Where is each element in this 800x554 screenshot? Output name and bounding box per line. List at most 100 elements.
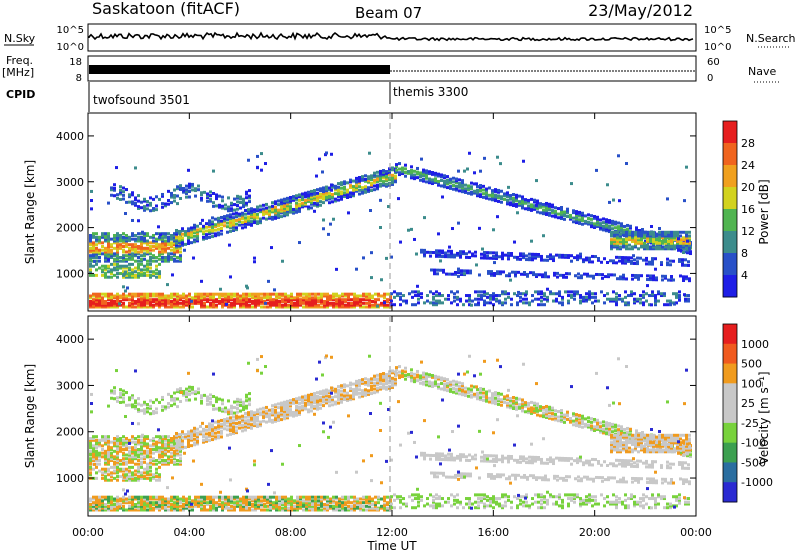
power-echo-cell: [353, 305, 356, 309]
power-echo-cell: [218, 296, 221, 300]
velocity-echo-cell: [567, 497, 570, 501]
power-echo-cell: [122, 294, 125, 298]
velocity-echo-cell: [393, 498, 396, 502]
power-echo-cell: [652, 230, 655, 234]
power-echo-cell: [113, 235, 116, 239]
power-echo-cell: [505, 274, 508, 278]
power-echo-cell: [398, 173, 401, 177]
velocity-echo-cell: [95, 501, 98, 505]
velocity-echo-cell: [489, 497, 492, 501]
power-echo-cell: [242, 203, 245, 207]
power-echo-cell: [176, 250, 179, 254]
power-echo-cell: [687, 299, 690, 303]
power-echo-cell: [622, 275, 625, 279]
power-echo-cell: [646, 234, 649, 238]
power-echo-cell: [335, 303, 338, 307]
velocity-echo-cell: [546, 498, 549, 502]
power-echo-cell: [221, 204, 224, 208]
velocity-echo-cell: [266, 501, 269, 505]
power-echo-cell: [173, 234, 176, 237]
power-echo-cell: [257, 292, 260, 296]
velocity-echo-cell: [513, 495, 516, 499]
velocity-echo-cell: [187, 443, 190, 447]
power-echo-cell: [326, 294, 329, 298]
velocity-echo-cell: [101, 476, 104, 480]
power-echo-cell: [242, 298, 245, 302]
velocity-echo-cell: [311, 506, 314, 510]
power-echo-cell: [271, 210, 274, 214]
power-echo-cell: [140, 237, 143, 241]
velocity-echo-cell: [137, 478, 140, 482]
power-echo-cell: [110, 301, 113, 305]
velocity-echo-cell: [206, 508, 209, 512]
velocity-echo-cell: [155, 475, 158, 479]
power-echo-cell: [373, 173, 376, 177]
velocity-echo-cell: [633, 504, 636, 508]
power-echo-cell: [217, 218, 220, 222]
velocity-echo-cell: [175, 448, 178, 452]
power-echo-cell: [629, 226, 632, 230]
velocity-echo-cell: [269, 504, 272, 508]
power-echo-cell: [561, 253, 564, 257]
velocity-echo-cell: [229, 429, 232, 433]
velocity-echo-cell: [618, 497, 621, 501]
velocity-echo-cell: [229, 432, 232, 436]
power-echo-cell: [254, 298, 257, 302]
power-echo-cell: [675, 295, 678, 299]
power-echo-cell: [296, 303, 299, 307]
power-echo-cell: [187, 168, 190, 172]
power-echo-cell: [512, 196, 515, 200]
velocity-echo-cell: [245, 495, 248, 499]
power-echo-cell: [584, 219, 587, 223]
power-echo-cell: [188, 182, 191, 186]
power-echo-cell: [125, 305, 128, 309]
velocity-echo-cell: [158, 495, 161, 499]
velocity-echo-cell: [137, 455, 140, 459]
power-echo-cell: [200, 191, 203, 195]
power-echo-cell: [239, 296, 242, 300]
velocity-echo-cell: [131, 503, 134, 506]
velocity-echo-cell: [200, 504, 203, 508]
power-echo-cell: [486, 251, 489, 255]
power-echo-cell: [241, 213, 244, 217]
velocity-echo-cell: [263, 508, 266, 512]
velocity-echo-cell: [98, 499, 101, 503]
power-echo-cell: [205, 222, 208, 226]
power-echo-cell: [376, 174, 379, 178]
velocity-echo-cell: [185, 504, 188, 508]
colorbar-swatch: [723, 187, 737, 210]
velocity-echo-cell: [119, 440, 122, 444]
velocity-echo-cell: [143, 504, 146, 508]
velocity-echo-cell: [134, 457, 137, 461]
power-echo-cell: [685, 232, 688, 236]
power-echo-cell: [477, 297, 480, 301]
power-echo-cell: [184, 242, 187, 246]
power-echo-cell: [492, 303, 495, 307]
power-echo-cell: [473, 189, 476, 193]
power-echo-cell: [428, 177, 431, 181]
velocity-echo-cell: [122, 451, 125, 455]
velocity-echo-cell: [205, 428, 208, 432]
velocity-echo-cell: [116, 457, 119, 461]
power-echo-cell: [287, 294, 290, 298]
velocity-echo-cell: [212, 508, 215, 512]
power-echo-cell: [459, 255, 462, 259]
velocity-echo-cell: [356, 499, 359, 503]
velocity-echo-cell: [158, 449, 161, 453]
velocity-echo-cell: [417, 495, 420, 499]
power-echo-cell: [178, 244, 181, 248]
power-echo-cell: [593, 214, 596, 218]
power-echo-cell: [215, 303, 218, 307]
power-echo-cell: [509, 278, 512, 282]
power-echo-cell: [620, 225, 623, 229]
power-echo-cell: [284, 300, 287, 303]
velocity-echo-cell: [368, 495, 371, 499]
velocity-echo-cell: [98, 497, 101, 501]
velocity-echo-cell: [89, 459, 92, 462]
velocity-echo-cell: [456, 493, 459, 497]
velocity-echo-cell: [266, 497, 269, 501]
power-echo-cell: [143, 294, 146, 298]
power-echo-cell: [588, 294, 591, 298]
velocity-echo-cell: [152, 497, 155, 501]
velocity-echo-cell: [211, 434, 214, 438]
